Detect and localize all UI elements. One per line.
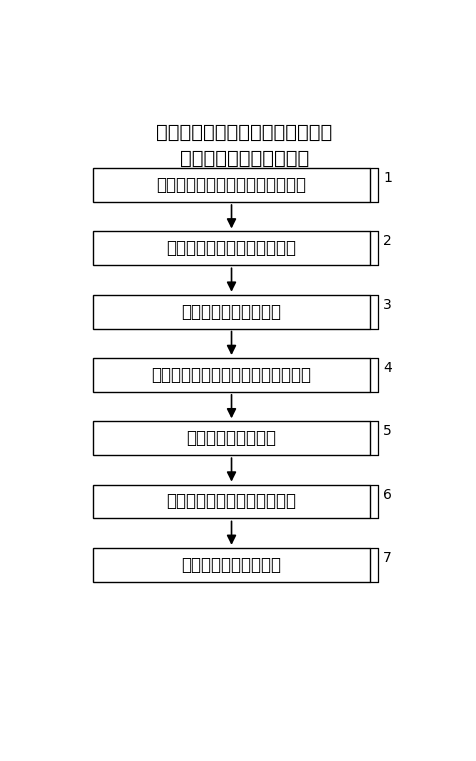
Text: 5: 5 — [383, 425, 391, 438]
Text: 进气道危险区和排气危险区调整模块: 进气道危险区和排气危险区调整模块 — [151, 366, 311, 384]
Bar — [93, 231, 369, 266]
Bar — [93, 295, 369, 329]
Text: 辨识与作业路径生成系统: 辨识与作业路径生成系统 — [179, 149, 308, 168]
Text: 6: 6 — [383, 488, 391, 501]
Text: 1: 1 — [383, 171, 391, 185]
Text: 发动机左右推力方向数据采集模块: 发动机左右推力方向数据采集模块 — [156, 176, 306, 194]
Text: 机场风力信息采集模块: 机场风力信息采集模块 — [181, 303, 281, 320]
Text: 4: 4 — [383, 361, 391, 375]
Bar — [93, 422, 369, 455]
Text: 2: 2 — [383, 234, 391, 248]
Text: 除冰作业路径确定模块: 除冰作业路径确定模块 — [181, 556, 281, 574]
Text: 7: 7 — [383, 551, 391, 565]
Text: 全天候条件下飞机怠速除冰危险区: 全天候条件下飞机怠速除冰危险区 — [156, 123, 332, 142]
Text: 飞机怠速除冰危险区划定模块: 飞机怠速除冰危险区划定模块 — [166, 240, 296, 257]
Bar — [93, 358, 369, 392]
Bar — [93, 485, 369, 518]
Text: 发动机内外安全通道确定模块: 发动机内外安全通道确定模块 — [166, 492, 296, 511]
Text: 噪声危险区调整模块: 噪声危险区调整模块 — [186, 429, 276, 447]
Bar — [93, 548, 369, 581]
Bar — [93, 168, 369, 202]
Text: 3: 3 — [383, 298, 391, 312]
